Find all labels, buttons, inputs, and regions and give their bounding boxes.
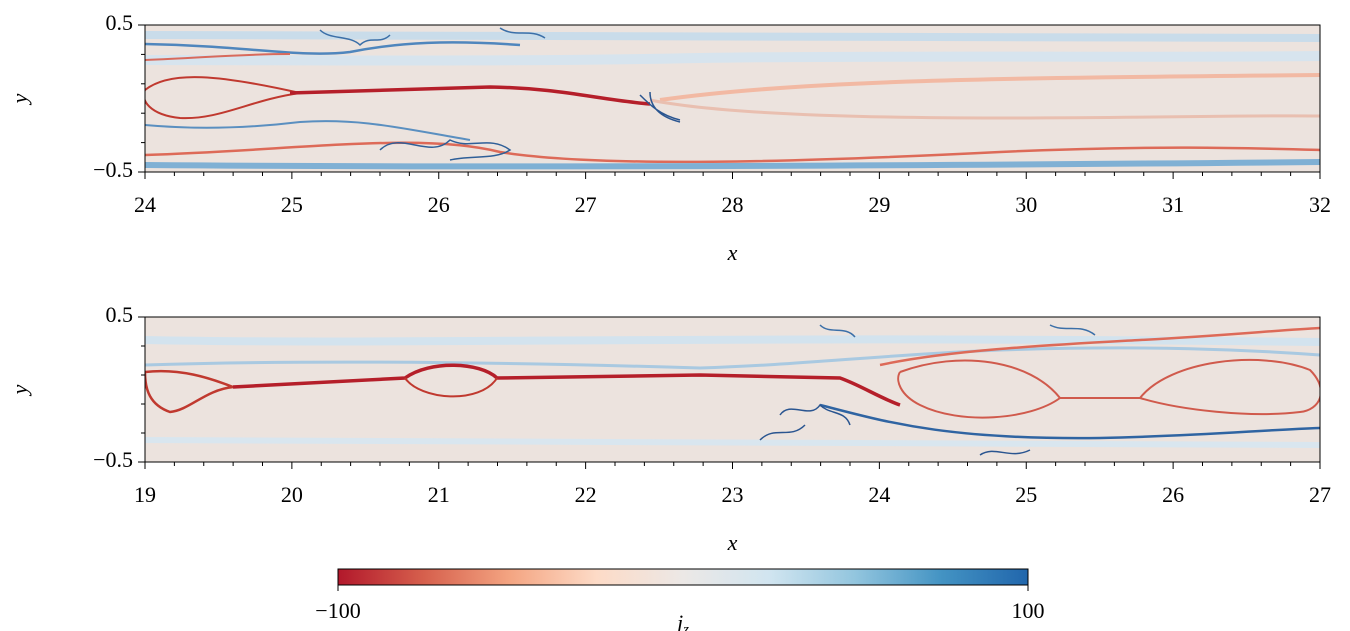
y-tick-label: 0.5 <box>106 302 134 327</box>
x-tick-label: 26 <box>428 192 450 217</box>
field-top <box>145 25 1320 172</box>
x-tick-label: 24 <box>134 192 156 217</box>
colorbar-label-main: j <box>674 610 683 631</box>
x-tick-label: 27 <box>1309 482 1331 507</box>
x-tick-label: 25 <box>1015 482 1037 507</box>
y-tick-label: 0.5 <box>106 10 134 35</box>
y-tick-label: −0.5 <box>93 157 133 182</box>
y-axis-label: y <box>7 384 32 396</box>
colorbar-tick-label: −100 <box>315 598 360 623</box>
x-tick-label: 24 <box>868 482 890 507</box>
x-tick-label: 25 <box>281 192 303 217</box>
x-tick-label: 28 <box>722 192 744 217</box>
colorbar-label-sub: z <box>682 622 689 631</box>
x-tick-label: 20 <box>281 482 303 507</box>
x-axis-label: x <box>727 240 738 265</box>
colorbar-label: jz <box>674 610 689 631</box>
colorbar <box>337 568 1029 586</box>
y-axis-label: y <box>7 93 32 105</box>
x-tick-label: 19 <box>134 482 156 507</box>
x-tick-label: 31 <box>1162 192 1184 217</box>
field-bottom <box>145 317 1320 462</box>
x-tick-label: 32 <box>1309 192 1331 217</box>
x-tick-label: 23 <box>722 482 744 507</box>
y-tick-label: −0.5 <box>93 447 133 472</box>
colorbar-tick-label: 100 <box>1012 598 1045 623</box>
x-tick-label: 29 <box>868 192 890 217</box>
x-axis-label: x <box>727 530 738 555</box>
x-tick-label: 30 <box>1015 192 1037 217</box>
x-tick-label: 26 <box>1162 482 1184 507</box>
x-tick-label: 22 <box>575 482 597 507</box>
x-tick-label: 27 <box>575 192 597 217</box>
x-tick-label: 21 <box>428 482 450 507</box>
